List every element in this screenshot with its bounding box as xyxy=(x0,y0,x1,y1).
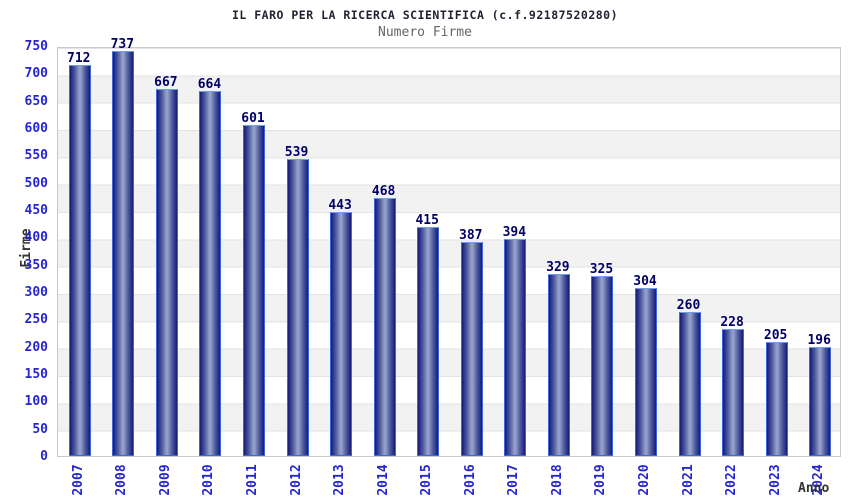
bar-value-label: 394 xyxy=(502,224,527,240)
y-tick-label: 50 xyxy=(32,421,48,437)
bar xyxy=(330,211,353,456)
x-tick-label: 2014 xyxy=(375,464,391,496)
bar xyxy=(417,227,440,456)
x-tick-label: 2016 xyxy=(462,464,478,496)
y-tick-label: 400 xyxy=(24,230,48,246)
y-tick-label: 100 xyxy=(24,394,48,410)
bar-value-label: 539 xyxy=(284,145,309,161)
bar-value-label: 712 xyxy=(67,50,91,66)
bar-value-label: 196 xyxy=(807,332,831,348)
x-tick-label: 2022 xyxy=(724,464,740,496)
bar xyxy=(155,89,178,456)
bar xyxy=(199,91,222,456)
x-tick-label: 2017 xyxy=(506,464,522,496)
y-tick-label: 650 xyxy=(24,93,48,109)
bar xyxy=(243,125,265,456)
bar xyxy=(68,64,91,456)
x-tick-label: 2019 xyxy=(593,464,609,496)
y-tick-label: 200 xyxy=(24,339,48,355)
bar-value-label: 325 xyxy=(589,262,614,278)
y-tick-label: 150 xyxy=(24,367,48,382)
bar-value-label: 260 xyxy=(676,297,701,313)
x-tick-label: 2020 xyxy=(637,464,652,496)
bar xyxy=(678,311,701,456)
bar-value-label: 601 xyxy=(241,111,265,127)
y-tick-label: 550 xyxy=(24,148,48,164)
bar xyxy=(286,159,309,456)
y-tick-label: 700 xyxy=(24,66,48,82)
x-tick-label: 2021 xyxy=(680,464,696,496)
bar xyxy=(112,51,135,456)
x-axis-title: Anno xyxy=(798,481,830,496)
y-tick-label: 0 xyxy=(40,449,48,464)
x-tick-label: 2011 xyxy=(245,464,260,496)
bar-value-label: 387 xyxy=(459,228,483,244)
y-tick-label: 750 xyxy=(24,39,48,54)
bar xyxy=(635,287,657,456)
y-tick-label: 450 xyxy=(24,203,48,218)
y-tick-label: 250 xyxy=(24,312,48,328)
chart-subtitle: Numero Firme xyxy=(378,25,472,40)
bar xyxy=(809,346,832,456)
bar-value-label: 228 xyxy=(720,315,744,331)
bar xyxy=(765,341,788,456)
bar-value-label: 664 xyxy=(197,77,222,92)
bar-value-label: 667 xyxy=(154,75,178,91)
x-tick-label: 2015 xyxy=(419,464,435,496)
y-tick-label: 350 xyxy=(24,257,48,273)
bar xyxy=(460,242,483,456)
plot-area xyxy=(57,47,841,457)
bar xyxy=(504,238,527,456)
chart-title: IL FARO PER LA RICERCA SCIENTIFICA (c.f.… xyxy=(231,8,619,22)
bar-value-label: 304 xyxy=(633,273,657,289)
x-tick-label: 2008 xyxy=(114,464,130,496)
bar xyxy=(722,329,745,456)
y-tick-label: 500 xyxy=(24,175,48,191)
x-tick-label: 2023 xyxy=(767,464,783,496)
bar-value-label: 415 xyxy=(415,213,439,229)
y-tick-label: 600 xyxy=(24,121,48,136)
bar-value-label: 205 xyxy=(763,327,788,343)
x-tick-label: 2010 xyxy=(201,464,217,496)
bar-value-label: 468 xyxy=(371,184,396,200)
x-tick-label: 2009 xyxy=(157,464,173,496)
bar-value-label: 329 xyxy=(546,260,570,276)
bar xyxy=(591,276,614,456)
x-tick-label: 2018 xyxy=(549,464,565,496)
x-tick-label: 2012 xyxy=(288,464,304,496)
bar-value-label: 737 xyxy=(110,37,135,53)
bar xyxy=(547,274,570,456)
x-tick-label: 2007 xyxy=(70,464,86,496)
x-tick-label: 2013 xyxy=(332,464,348,496)
bar-value-label: 443 xyxy=(328,197,352,213)
y-tick-label: 300 xyxy=(24,285,48,300)
bar xyxy=(373,198,396,456)
